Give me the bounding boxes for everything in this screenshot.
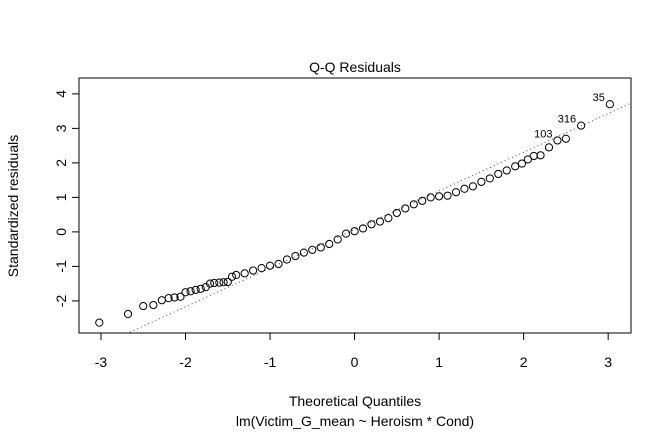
point [517,159,527,168]
point [605,100,614,109]
point [401,204,410,213]
point [139,301,148,311]
point-label: 35 [593,92,605,104]
point [384,213,393,223]
point [418,196,427,205]
point [443,191,452,200]
plot-box [78,77,632,334]
point [544,143,554,152]
point [392,208,401,218]
x-tick-label: -2 [179,354,192,370]
point [435,192,444,201]
point [299,248,308,257]
y-tick-label: 2 [53,159,69,167]
point [149,300,158,310]
point [333,235,342,244]
point [308,245,317,254]
point [249,266,258,275]
point [477,177,486,186]
point [205,279,215,288]
point [274,259,283,269]
point-label: 316 [558,114,576,126]
point [375,217,385,226]
point [282,255,292,264]
point [523,155,532,164]
point [210,278,219,288]
x-tick-label: 1 [435,354,443,370]
point [227,272,237,281]
point [191,285,200,294]
y-tick-label: 4 [53,90,69,98]
point [325,239,334,249]
x-tick-label: -1 [264,354,277,370]
point [358,224,368,233]
point [164,294,173,303]
point [426,193,435,202]
y-tick-label: -1 [53,260,69,273]
point [529,151,538,161]
point [95,318,104,327]
point [460,184,469,193]
point [561,134,571,143]
point [265,261,275,270]
point [196,284,205,293]
point [468,182,478,191]
point [232,270,241,280]
point [291,251,300,261]
point [316,243,325,252]
point [511,162,520,171]
point [170,293,179,302]
point [123,309,133,319]
point [176,292,185,301]
chart-title: Q-Q Residuals [309,59,401,75]
y-tick-label: 3 [53,124,69,132]
x-tick-label: 2 [520,354,528,370]
reference-line [126,102,631,333]
point [257,264,266,273]
point [342,229,351,238]
y-tick-label: 0 [53,228,69,236]
point [502,166,511,175]
point [157,296,166,305]
point [181,288,190,297]
point [409,200,418,209]
point [367,220,376,229]
x-axis-label: Theoretical Quantiles [289,393,421,409]
point [494,169,503,179]
point [223,277,232,287]
point [451,188,461,197]
y-tick-label: 1 [53,193,69,201]
y-tick-label: -2 [53,294,69,307]
point [219,278,228,287]
point-label: 103 [534,128,552,140]
point [240,269,249,278]
point [553,136,562,145]
x-tick-label: 0 [351,354,359,370]
y-axis-label: Standardized residuals [5,135,21,277]
x-tick-label: 3 [604,354,612,370]
x-tick-label: -3 [95,354,108,370]
subtitle: lm(Victim_G_mean ~ Heroism * Cond) [236,413,474,429]
point [215,278,224,287]
point [485,174,494,183]
point [186,287,195,296]
point [577,121,586,130]
point [536,151,545,160]
point [350,227,359,236]
